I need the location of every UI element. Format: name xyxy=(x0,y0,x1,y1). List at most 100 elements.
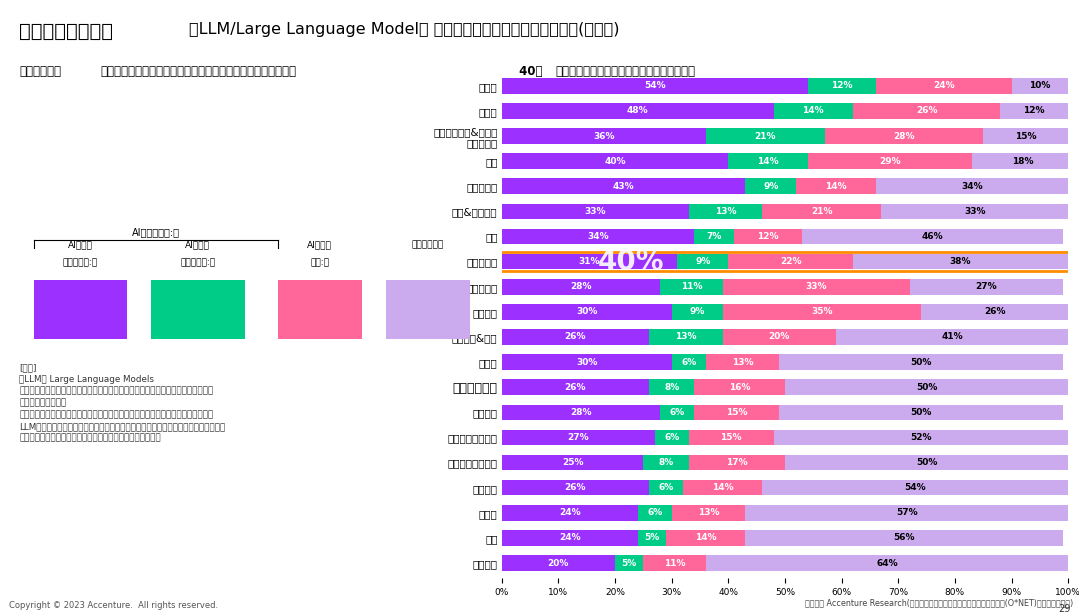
Bar xyxy=(706,129,824,144)
Bar xyxy=(728,153,807,169)
Text: 強化の余地:大: 強化の余地:大 xyxy=(180,258,216,267)
Text: 業界別の労働時間分布とAI の潜在的な影響: 業界別の労働時間分布とAI の潜在的な影響 xyxy=(177,145,331,157)
Text: 6%: 6% xyxy=(647,508,663,517)
Text: 21%: 21% xyxy=(754,132,776,141)
Text: 6%: 6% xyxy=(670,408,685,417)
Text: 26%: 26% xyxy=(916,106,938,116)
Bar xyxy=(678,254,728,269)
Text: 21%: 21% xyxy=(811,207,833,216)
Text: 24%: 24% xyxy=(932,81,955,90)
Text: 12%: 12% xyxy=(1024,106,1044,116)
Bar xyxy=(746,530,1063,546)
Bar xyxy=(876,78,1012,93)
Bar xyxy=(853,254,1068,269)
Bar xyxy=(728,254,853,269)
Text: AIによる: AIによる xyxy=(68,240,93,250)
Bar xyxy=(650,379,695,395)
FancyBboxPatch shape xyxy=(277,280,363,339)
Bar xyxy=(723,329,836,345)
Text: 13%: 13% xyxy=(732,357,753,367)
Text: 15%: 15% xyxy=(726,408,748,417)
Text: 30%: 30% xyxy=(576,308,598,316)
Text: 52%: 52% xyxy=(911,433,931,442)
Text: 5%: 5% xyxy=(622,558,637,568)
Bar xyxy=(762,204,882,219)
Text: 34%: 34% xyxy=(587,232,609,241)
Text: 40%: 40% xyxy=(598,248,665,276)
Text: 自動化余地:大: 自動化余地:大 xyxy=(63,258,98,267)
Text: 31%: 31% xyxy=(578,257,600,266)
Text: （2023 年の米国での雇用レベルに基づく）: （2023 年の米国での雇用レベルに基づく） xyxy=(178,197,330,210)
Text: 27%: 27% xyxy=(975,282,997,292)
Text: 28%: 28% xyxy=(893,132,915,141)
Text: （LLM/Large Language Model） による潜在的なビジネスへの影響(業界別): （LLM/Large Language Model） による潜在的なビジネスへの… xyxy=(189,22,619,36)
Bar xyxy=(502,204,688,219)
Bar xyxy=(671,354,706,370)
Bar xyxy=(774,430,1068,445)
Bar xyxy=(502,505,638,520)
Bar xyxy=(723,304,921,320)
Text: 10%: 10% xyxy=(1029,81,1051,90)
Text: 12%: 12% xyxy=(831,81,852,90)
Text: 46%: 46% xyxy=(921,232,943,241)
Bar xyxy=(615,555,643,571)
Text: 13%: 13% xyxy=(698,508,720,517)
Bar xyxy=(723,279,910,295)
Text: 41%: 41% xyxy=(941,333,962,341)
Text: 25%: 25% xyxy=(562,458,584,467)
Bar xyxy=(921,304,1068,320)
Text: 27%: 27% xyxy=(568,433,589,442)
Bar xyxy=(650,329,723,345)
Bar xyxy=(876,178,1068,194)
Text: 14%: 14% xyxy=(825,182,847,191)
FancyBboxPatch shape xyxy=(385,280,470,339)
Text: 12%: 12% xyxy=(757,232,779,241)
Text: 26%: 26% xyxy=(564,483,586,492)
Bar xyxy=(502,480,650,496)
Text: 影響:小: 影響:小 xyxy=(311,258,329,267)
Bar xyxy=(796,178,876,194)
Bar xyxy=(779,354,1063,370)
Text: 9%: 9% xyxy=(695,257,710,266)
Bar xyxy=(734,229,802,244)
Text: 9%: 9% xyxy=(689,308,705,316)
Bar xyxy=(807,153,972,169)
Bar xyxy=(746,178,796,194)
Bar xyxy=(502,103,774,119)
Bar xyxy=(502,229,695,244)
Bar xyxy=(688,430,774,445)
Text: 6%: 6% xyxy=(681,357,696,367)
Bar xyxy=(643,454,688,470)
Text: 38%: 38% xyxy=(950,257,971,266)
Text: 40%: 40% xyxy=(604,157,626,165)
Bar xyxy=(502,405,660,420)
Text: 26%: 26% xyxy=(564,333,586,341)
Text: 6%: 6% xyxy=(658,483,673,492)
Text: 28%: 28% xyxy=(571,282,591,292)
Text: 30%: 30% xyxy=(576,357,598,367)
Bar xyxy=(706,555,1068,571)
Bar xyxy=(502,279,660,295)
Bar xyxy=(774,103,853,119)
Text: の労働が大きな影響を受ける可能性がある。: の労働が大きな影響を受ける可能性がある。 xyxy=(556,65,696,77)
Text: 29: 29 xyxy=(1058,604,1070,614)
Bar xyxy=(706,354,779,370)
Text: 26%: 26% xyxy=(564,383,586,392)
Bar xyxy=(660,279,723,295)
Text: 8%: 8% xyxy=(664,383,680,392)
Text: 大規模言語モデル: 大規模言語モデル xyxy=(19,22,113,41)
Text: 26%: 26% xyxy=(984,308,1006,316)
Bar xyxy=(695,229,734,244)
Bar xyxy=(1000,103,1068,119)
Bar xyxy=(502,153,728,169)
Bar xyxy=(695,379,786,395)
Text: 言語タスク無: 言語タスク無 xyxy=(412,240,443,250)
Bar xyxy=(502,329,650,345)
Text: 33%: 33% xyxy=(964,207,985,216)
Text: 50%: 50% xyxy=(911,408,931,417)
Bar xyxy=(824,129,983,144)
Bar xyxy=(779,405,1063,420)
Bar xyxy=(638,530,666,546)
Text: 50%: 50% xyxy=(916,458,938,467)
Text: AIによる影響:大: AIによる影響:大 xyxy=(132,227,179,237)
